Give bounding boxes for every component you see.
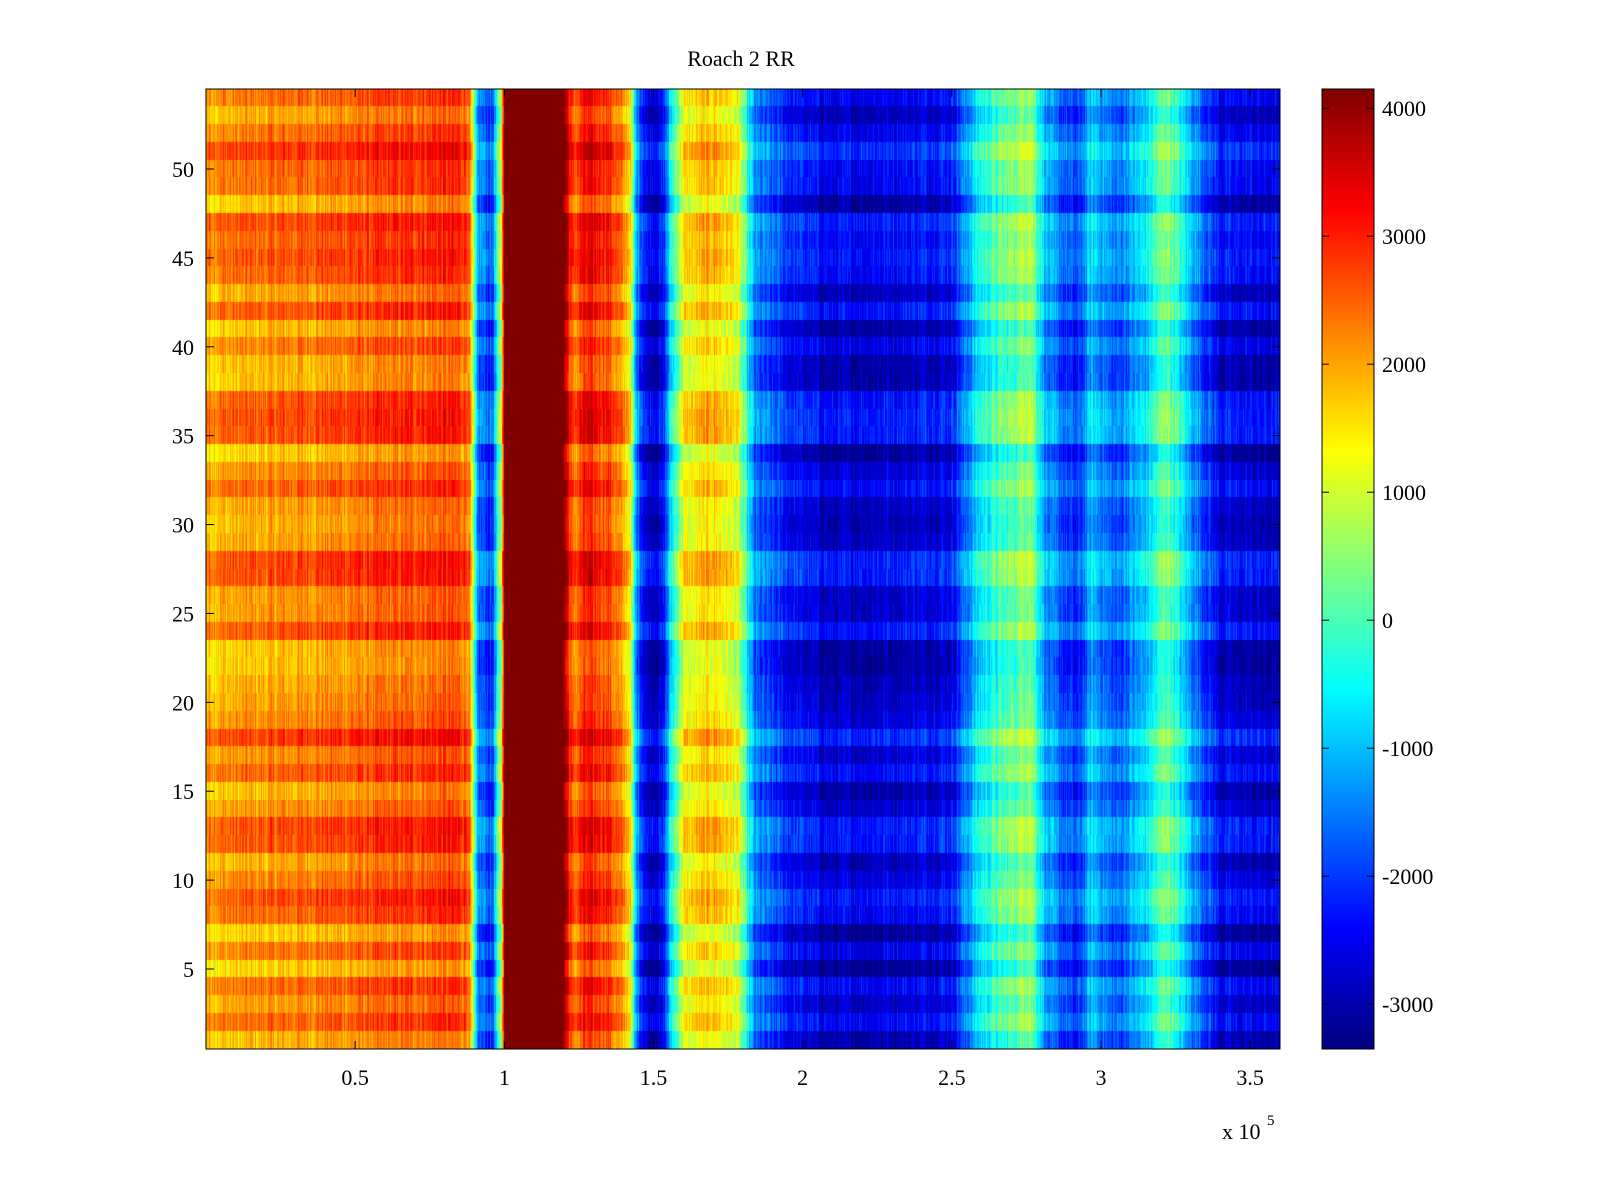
colorbar-image xyxy=(1322,89,1374,1049)
x-tick-label: 3.5 xyxy=(1236,1065,1264,1090)
plot-frame xyxy=(205,88,1281,1050)
colorbar-image-holder xyxy=(1322,89,1374,1049)
y-tick-label: 10 xyxy=(172,868,194,893)
colorbar-tick-label: 2000 xyxy=(1382,352,1426,377)
x-tick-label: 2.5 xyxy=(938,1065,966,1090)
colorbar-axis: 4000 3000 2000 1000 0 -1000 -2000 -3000 xyxy=(1322,96,1433,1017)
colorbar-tick-label: -2000 xyxy=(1382,864,1433,889)
y-tick-label: 45 xyxy=(172,246,194,271)
colorbar-tick-label: 1000 xyxy=(1382,480,1426,505)
x-axis: 0.5 1 1.5 2 2.5 3 3.5 xyxy=(341,89,1264,1090)
colorbar-tick-label: 3000 xyxy=(1382,224,1426,249)
x-multiplier-exponent: 5 xyxy=(1267,1113,1275,1129)
x-tick-label: 1 xyxy=(499,1065,510,1090)
y-tick-label: 25 xyxy=(172,601,194,626)
y-tick-label: 20 xyxy=(172,690,194,715)
y-axis: 5 10 15 20 25 30 35 40 45 50 xyxy=(172,157,1280,982)
y-tick-label: 35 xyxy=(172,424,194,449)
y-tick-label: 40 xyxy=(172,335,194,360)
heatmap-image-holder xyxy=(206,89,1280,1049)
heatmap-image xyxy=(206,89,1280,1049)
x-tick-label: 3 xyxy=(1096,1065,1107,1090)
x-tick-label: 1.5 xyxy=(640,1065,668,1090)
colorbar-frame xyxy=(1321,88,1375,1050)
colorbar-tick-label: -1000 xyxy=(1382,736,1433,761)
x-tick-label: 2 xyxy=(797,1065,808,1090)
colorbar-tick-label: 4000 xyxy=(1382,96,1426,121)
colorbar-tick-label: 0 xyxy=(1382,608,1393,633)
x-tick-label: 0.5 xyxy=(341,1065,369,1090)
chart-title: Roach 2 RR xyxy=(687,46,795,71)
y-tick-label: 50 xyxy=(172,157,194,182)
x-multiplier-label: x 10 xyxy=(1222,1119,1261,1144)
y-tick-label: 5 xyxy=(183,957,194,982)
y-tick-label: 30 xyxy=(172,513,194,538)
colorbar-tick-label: -3000 xyxy=(1382,992,1433,1017)
y-tick-label: 15 xyxy=(172,779,194,804)
